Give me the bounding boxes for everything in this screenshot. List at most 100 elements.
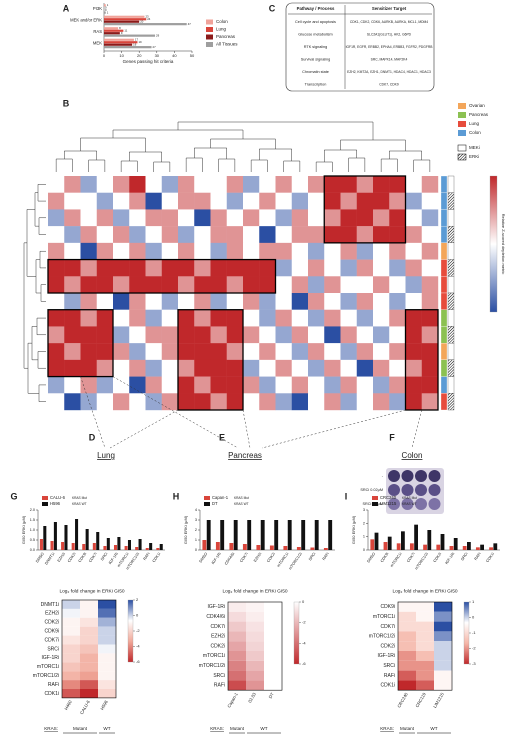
heatmap-cell (389, 276, 406, 294)
heatmap-cell (264, 621, 282, 632)
legend-label: MEKi (469, 145, 480, 150)
subpanel-title: Pancreas (228, 451, 262, 460)
heatmap-cell (421, 242, 439, 260)
heatmap-cell (80, 359, 97, 377)
bar (103, 546, 107, 550)
heatmap-cell (356, 376, 374, 394)
row-label: CDK7i (211, 624, 225, 630)
heatmap-cell (308, 192, 325, 210)
heatmap-cell (405, 293, 422, 310)
bar (453, 538, 458, 550)
row-label: CDK7i (45, 637, 59, 643)
heatmap-cell (275, 192, 292, 210)
heatmap-cell (405, 326, 422, 344)
heatmap-cell (210, 176, 227, 193)
heatmap-cell (178, 242, 195, 260)
heatmap-cell (243, 242, 260, 260)
heatmap-cell (373, 343, 390, 361)
heatmap-cell (243, 176, 260, 193)
heatmap-cell (324, 326, 341, 344)
legend-label: Capan-1 (212, 495, 229, 500)
heatmap-cell (48, 242, 65, 260)
heatmap-cell (161, 309, 179, 327)
row-label: CDK9i (381, 604, 395, 610)
heatmap-cell (145, 293, 162, 310)
legend-swatch (206, 19, 213, 25)
heatmap-cell (80, 209, 97, 227)
heatmap-cell (356, 343, 374, 361)
row-annotation (447, 309, 455, 327)
legend-status: KRAS Mut (234, 496, 249, 500)
row-label: SRCi (213, 673, 225, 679)
heatmap-cell (434, 631, 452, 642)
heatmap-cell (48, 176, 65, 193)
legend-swatch (204, 502, 210, 506)
plate-well (415, 470, 427, 482)
heatmap-cell (259, 176, 276, 193)
table-cell: Glucose metabolism (298, 33, 332, 37)
heatmap-cell (178, 376, 195, 394)
bar (229, 543, 234, 550)
y-tick-label: 0.0 (30, 548, 35, 552)
heatmap-cell (96, 242, 114, 260)
heatmap-cell (228, 621, 246, 632)
heatmap-cell (308, 393, 325, 411)
heatmap-cell (434, 621, 452, 632)
data-label: 11 (124, 28, 127, 32)
heatmap-cell (98, 680, 116, 689)
heatmap-cell (210, 359, 227, 377)
dendrogram-branch (39, 250, 46, 269)
heatmap-cell (48, 343, 65, 361)
heatmap-cell (324, 176, 341, 193)
column-label: H460 (63, 699, 73, 711)
heatmap-cell (373, 226, 390, 244)
heatmap-cell (98, 600, 116, 609)
heatmap-cell (434, 660, 452, 671)
heatmap-cell (98, 608, 116, 618)
row-annotation (447, 175, 455, 193)
heatmap-cell (243, 376, 260, 394)
bar (387, 536, 392, 550)
heatmap-frame (227, 601, 283, 691)
heatmap-cell (210, 226, 227, 244)
heatmap-cell (80, 600, 98, 609)
heatmap-cell (129, 293, 146, 310)
bar (124, 546, 128, 550)
x-tick-label: IGF-1Ri (108, 552, 119, 565)
x-tick-label: SRCi (308, 552, 316, 562)
table-cell: Transcription (305, 83, 327, 87)
colorbar (463, 601, 470, 665)
heatmap-cell (80, 662, 98, 672)
heatmap-cell (145, 376, 162, 394)
data-label: 0 (105, 5, 107, 9)
row-annotation (440, 242, 448, 260)
data-label: 16 (133, 42, 137, 46)
bar (436, 544, 441, 550)
heatmap-cell (264, 602, 282, 612)
column-label: CRC119 (414, 691, 427, 708)
bar (61, 542, 65, 550)
heatmap-cell (421, 259, 439, 277)
heatmap-cell (264, 611, 282, 622)
bar (467, 542, 471, 550)
heatmap-cell (210, 259, 227, 277)
bar (323, 548, 328, 550)
heatmap-cell (226, 393, 244, 411)
table-cell: CDK1, CDK2, CDK6, AURKB, AURKA, MCL1, MD… (350, 20, 428, 24)
heatmap-cell (226, 192, 244, 210)
row-label: IGF-1Ri (208, 604, 226, 610)
heatmap-cell (210, 192, 227, 210)
heatmap-cell (129, 259, 146, 277)
x-tick-label: RAFi (143, 552, 151, 561)
heatmap-cell (264, 680, 282, 691)
legend-label: Ovarian (469, 103, 485, 108)
heatmap-cell (161, 359, 179, 377)
row-label: IGF-1Ri (42, 655, 60, 661)
legend-label: CALU-6 (50, 495, 66, 500)
heatmap-cell (98, 671, 116, 681)
heatmap-cell (340, 209, 357, 227)
dendrogram-branch (37, 184, 46, 202)
heatmap-cell (405, 209, 422, 227)
bar (96, 532, 100, 550)
row-annotation (440, 259, 448, 277)
